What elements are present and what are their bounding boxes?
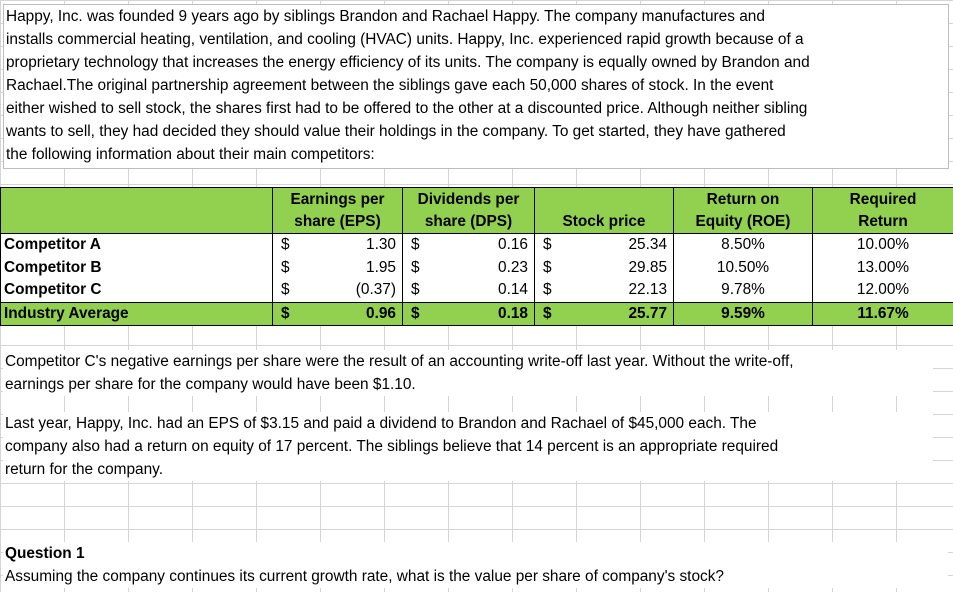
header-price xyxy=(534,187,674,211)
row-name: Competitor B xyxy=(0,256,273,279)
cell-req: 12.00% xyxy=(812,279,953,302)
row-name: Competitor C xyxy=(0,279,273,302)
cell-eps: 1.95 xyxy=(296,256,403,279)
currency-symbol: $ xyxy=(534,233,559,257)
intro-text-box: Happy, Inc. was founded 9 years ago by s… xyxy=(3,4,949,169)
currency-symbol: $ xyxy=(534,279,559,302)
cell-dps: 0.14 xyxy=(426,279,535,302)
currency-symbol: $ xyxy=(534,256,559,279)
header-roe: Return on xyxy=(673,187,813,211)
intro-line: proprietary technology that increases th… xyxy=(6,54,810,71)
header-req-2: Return xyxy=(812,210,953,234)
note-line: Last year, Happy, Inc. had an EPS of $3.… xyxy=(5,415,757,432)
table-row: Competitor B $ 1.95 $ 0.23 $ 29.85 10.50… xyxy=(0,256,953,279)
intro-line: installs commercial heating, ventilation… xyxy=(6,31,804,48)
cell-dps: 0.23 xyxy=(426,256,535,279)
cell-req: 11.67% xyxy=(812,301,953,326)
cell-price: 25.77 xyxy=(558,301,674,326)
cell-req: 10.00% xyxy=(812,233,953,257)
currency-symbol: $ xyxy=(534,301,559,326)
cell-roe: 9.59% xyxy=(673,301,813,326)
cell-price: 25.34 xyxy=(558,233,674,257)
note-line: Competitor C's negative earnings per sha… xyxy=(5,353,794,370)
cell-req: 13.00% xyxy=(812,256,953,279)
question-title: Question 1 xyxy=(5,545,85,562)
table-row: Competitor C $ (0.37) $ 0.14 $ 22.13 9.7… xyxy=(0,279,953,302)
intro-line: wants to sell, they had decided they sho… xyxy=(6,123,786,140)
header-price-2: Stock price xyxy=(534,210,674,234)
happy-inc-note: Last year, Happy, Inc. had an EPS of $3.… xyxy=(3,412,933,481)
intro-line: the following information about their ma… xyxy=(6,146,375,163)
note-line: return for the company. xyxy=(5,461,163,478)
currency-symbol: $ xyxy=(402,256,427,279)
cell-roe: 8.50% xyxy=(673,233,813,257)
row-name: Industry Average xyxy=(0,301,273,326)
note-line: earnings per share for the company would… xyxy=(5,376,416,393)
currency-symbol: $ xyxy=(272,256,297,279)
currency-symbol: $ xyxy=(402,233,427,257)
cell-price: 22.13 xyxy=(558,279,674,302)
header-req: Required xyxy=(812,187,953,211)
table-row: Competitor A $ 1.30 $ 0.16 $ 25.34 8.50%… xyxy=(0,233,953,257)
question-text: Assuming the company continues its curre… xyxy=(5,568,724,585)
intro-line: either wished to sell stock, the shares … xyxy=(6,100,808,117)
note-line: company also had a return on equity of 1… xyxy=(5,438,779,455)
cell-dps: 0.16 xyxy=(426,233,535,257)
currency-symbol: $ xyxy=(402,301,427,326)
cell-eps: 0.96 xyxy=(296,301,403,326)
cell-eps: (0.37) xyxy=(296,279,403,302)
header-eps-2: share (EPS) xyxy=(272,210,403,234)
cell-roe: 10.50% xyxy=(673,256,813,279)
row-name: Competitor A xyxy=(0,233,273,257)
intro-line: Rachael.The original partnership agreeme… xyxy=(6,77,774,94)
cell-price: 29.85 xyxy=(558,256,674,279)
competitor-c-note: Competitor C's negative earnings per sha… xyxy=(3,350,933,396)
header-blank xyxy=(0,210,273,234)
header-blank xyxy=(0,187,273,211)
currency-symbol: $ xyxy=(272,279,297,302)
currency-symbol: $ xyxy=(272,233,297,257)
header-dps-2: share (DPS) xyxy=(402,210,535,234)
table-row-average: Industry Average $ 0.96 $ 0.18 $ 25.77 9… xyxy=(0,301,953,326)
competitor-table: Earnings per Dividends per Return on Req… xyxy=(0,187,953,326)
header-roe-2: Equity (ROE) xyxy=(673,210,813,234)
currency-symbol: $ xyxy=(402,279,427,302)
currency-symbol: $ xyxy=(272,301,297,326)
cell-roe: 9.78% xyxy=(673,279,813,302)
header-eps: Earnings per xyxy=(272,187,403,211)
cell-eps: 1.30 xyxy=(296,233,403,257)
intro-line: Happy, Inc. was founded 9 years ago by s… xyxy=(6,8,765,25)
cell-dps: 0.18 xyxy=(426,301,535,326)
question-block: Question 1 Assuming the company continue… xyxy=(3,542,948,588)
header-dps: Dividends per xyxy=(402,187,535,211)
